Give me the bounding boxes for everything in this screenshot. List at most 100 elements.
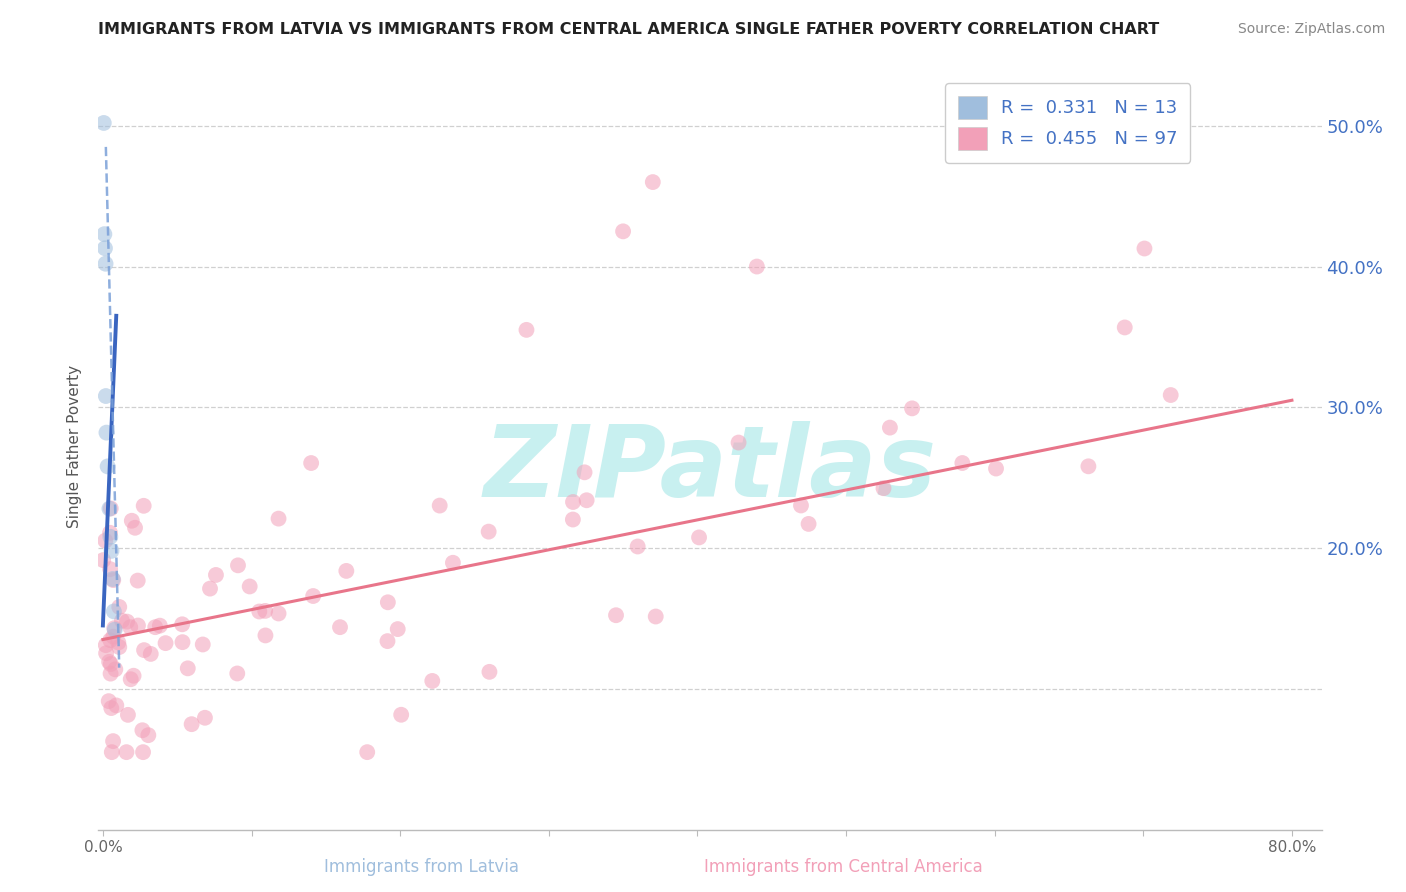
Point (105, 698, 128, 713)
Point (561, 512, 583, 526)
Point (172, 617, 194, 632)
Point (155, 636, 177, 650)
Point (377, 634, 399, 648)
Point (797, 516, 820, 531)
Point (574, 466, 596, 480)
Point (727, 435, 749, 450)
Point (98, 525, 121, 540)
Point (389, 707, 412, 722)
Point (97, 459, 120, 474)
Point (138, 728, 160, 742)
Point (115, 615, 138, 629)
Point (100, 657, 122, 671)
Point (641, 175, 664, 189)
Point (198, 582, 221, 596)
Point (191, 638, 214, 652)
Point (267, 607, 290, 621)
Point (94, 638, 117, 652)
Point (101, 734, 124, 748)
Point (94, 241, 117, 255)
Point (100, 666, 122, 681)
Point (104, 662, 127, 676)
Point (478, 524, 501, 539)
Point (143, 620, 166, 634)
Point (93, 227, 115, 242)
Point (1133, 242, 1156, 256)
Point (605, 608, 627, 623)
Point (98, 501, 121, 516)
Point (515, 323, 537, 337)
Point (356, 745, 378, 759)
Text: IMMIGRANTS FROM LATVIA VS IMMIGRANTS FROM CENTRAL AMERICA SINGLE FATHER POVERTY : IMMIGRANTS FROM LATVIA VS IMMIGRANTS FRO… (98, 22, 1160, 37)
Point (688, 530, 710, 544)
Point (226, 666, 249, 681)
Point (104, 623, 127, 637)
Point (107, 635, 129, 649)
Point (562, 495, 585, 509)
Point (299, 456, 322, 470)
Point (120, 620, 142, 634)
Point (131, 723, 153, 738)
Point (872, 481, 894, 495)
Text: Source: ZipAtlas.com: Source: ZipAtlas.com (1237, 22, 1385, 37)
Point (127, 618, 149, 632)
Point (429, 499, 451, 513)
Point (108, 599, 131, 614)
Point (745, 260, 768, 274)
Y-axis label: Single Father Poverty: Single Father Poverty (67, 365, 83, 527)
Point (91, 553, 114, 567)
Point (121, 514, 143, 528)
Point (103, 621, 125, 635)
Point (100, 701, 122, 715)
Text: ZIPatlas: ZIPatlas (484, 420, 936, 517)
Point (254, 604, 277, 618)
Point (132, 499, 155, 513)
Point (177, 661, 200, 675)
Point (149, 618, 172, 632)
Point (120, 672, 142, 686)
Point (387, 622, 409, 636)
Point (122, 669, 145, 683)
Point (172, 635, 194, 649)
Point (94, 533, 117, 548)
Point (94, 646, 117, 660)
Point (94, 257, 117, 271)
Point (790, 499, 813, 513)
Point (98, 530, 121, 544)
Point (139, 647, 162, 661)
Point (127, 574, 149, 588)
Point (132, 745, 155, 759)
Point (94, 389, 117, 403)
Point (226, 558, 249, 573)
Point (124, 521, 146, 535)
Point (111, 614, 134, 628)
Point (1077, 459, 1099, 474)
Point (96, 425, 118, 440)
Point (108, 640, 131, 654)
Point (644, 609, 666, 624)
Point (247, 605, 270, 619)
Point (1114, 320, 1136, 334)
Point (103, 604, 125, 618)
Point (98, 633, 121, 648)
Point (194, 711, 217, 725)
Point (117, 707, 139, 722)
Point (100, 544, 122, 558)
Point (901, 401, 924, 416)
Point (335, 564, 357, 578)
Point (101, 572, 124, 586)
Point (132, 643, 155, 657)
Point (329, 620, 352, 634)
Text: Immigrants from Latvia: Immigrants from Latvia (325, 858, 519, 876)
Point (612, 224, 634, 238)
Point (93, 116, 115, 130)
Point (879, 420, 901, 434)
Point (205, 568, 228, 582)
Point (267, 511, 290, 525)
Point (950, 456, 973, 470)
Legend: R =  0.331   N = 13, R =  0.455   N = 97: R = 0.331 N = 13, R = 0.455 N = 97 (945, 83, 1191, 162)
Point (478, 665, 501, 679)
Point (377, 595, 399, 609)
Point (103, 573, 125, 587)
Point (239, 579, 262, 593)
